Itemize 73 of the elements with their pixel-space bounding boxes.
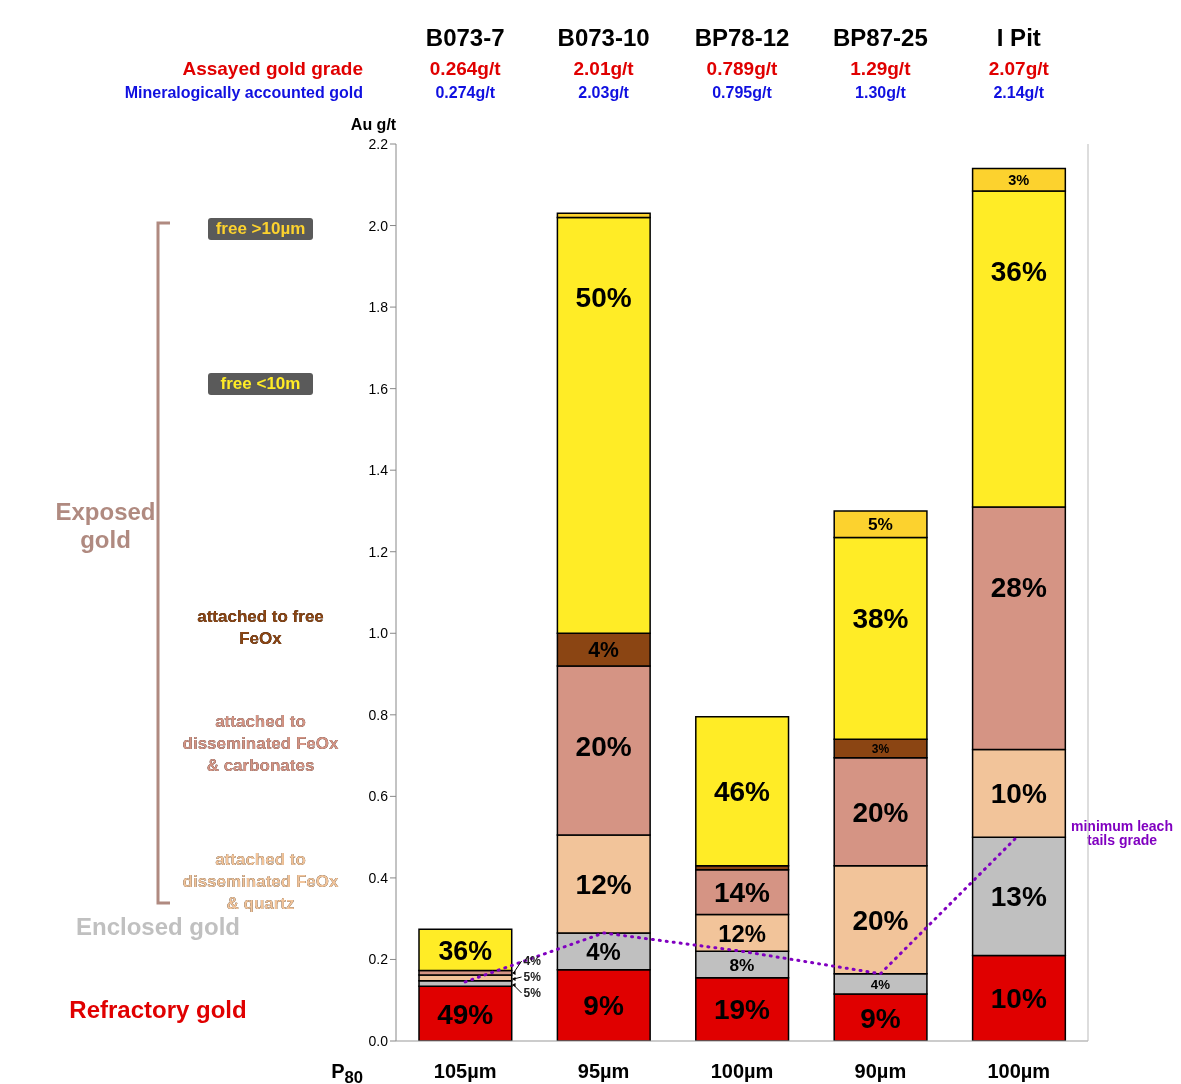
text: 1.29g/t	[849, 58, 912, 80]
y-tick-label: 0.4	[368, 869, 389, 886]
text: 2.07g/t	[987, 58, 1050, 80]
x-tick-label: BP78-12	[694, 24, 790, 51]
text: 2.03g/t	[577, 84, 630, 102]
text: 0.789g/t	[705, 58, 779, 80]
text: Mineralogically accounted gold	[124, 84, 363, 102]
annotation: 4%	[870, 976, 891, 992]
text: 105µm	[432, 1060, 498, 1083]
y-tick-label: 1.4	[368, 462, 389, 479]
x-tick-label: BP87-25	[833, 24, 928, 51]
bar	[695, 716, 790, 867]
x-tick-label: B073-7	[425, 24, 505, 51]
y-tick-label: 1.6	[368, 380, 389, 397]
text: minimum leach tails grade	[1071, 818, 1173, 849]
annotation: 38%	[852, 602, 909, 634]
text: 2.14g/t	[992, 84, 1046, 102]
annotation: 20%	[852, 796, 909, 828]
annotation: 13%	[990, 881, 1047, 913]
annotation: 36%	[438, 935, 493, 966]
y-tick-label: 1.2	[368, 543, 389, 560]
y-axis-title: Au g/t	[350, 116, 397, 133]
text: Exposed gold	[54, 498, 157, 554]
text: Refractory gold	[68, 995, 248, 1025]
annotation: 5%	[867, 514, 893, 535]
text: 0.264g/t	[428, 58, 502, 80]
annotation: 5%	[523, 970, 542, 984]
annotation: 10%	[990, 778, 1047, 810]
annotation: 4%	[586, 937, 621, 965]
annotation: 50%	[575, 282, 632, 314]
text: P$_{80}$	[331, 1060, 363, 1084]
annotation: 4%	[523, 954, 542, 968]
text: attached to free FeOx	[196, 606, 325, 651]
text: attached to disseminated FeOx & carbonates	[181, 711, 340, 778]
y-tick-label: 0.8	[368, 706, 389, 723]
text: 95µm	[576, 1060, 631, 1083]
annotation: 20%	[852, 904, 909, 936]
text: 100µm	[709, 1060, 775, 1083]
annotation: 12%	[718, 919, 766, 947]
text: free >10µm	[208, 218, 313, 241]
text: 1.30g/t	[854, 84, 907, 102]
annotation: 9%	[583, 990, 624, 1022]
text: 2.01g/t	[572, 58, 635, 80]
text: free <10m	[208, 373, 313, 396]
text: 100µm	[986, 1060, 1052, 1083]
annotation: 9%	[860, 1002, 901, 1034]
annotation: 3%	[871, 741, 890, 756]
annotation: 46%	[713, 776, 771, 808]
annotation: 49%	[437, 998, 494, 1030]
annotation: 4%	[588, 638, 620, 662]
text: Assayed gold grade	[182, 58, 363, 80]
annotation: 20%	[575, 730, 632, 762]
annotation: 36%	[990, 255, 1047, 287]
y-tick-label: 0.0	[368, 1032, 389, 1049]
y-tick-label: 2.2	[368, 135, 389, 152]
y-tick-label: 0.6	[368, 788, 389, 805]
y-tick-label: 1.0	[368, 625, 389, 642]
annotation: 28%	[990, 571, 1047, 603]
text: 0.274g/t	[434, 84, 496, 102]
annotation: 5%	[523, 986, 542, 1000]
text: 0.795g/t	[711, 84, 773, 102]
annotation: 14%	[713, 877, 771, 909]
y-tick-label: 1.8	[368, 299, 389, 316]
annotation: 19%	[713, 994, 771, 1026]
annotation: 3%	[1008, 171, 1030, 188]
x-tick-label: B073-10	[557, 24, 650, 51]
annotation: 8%	[729, 954, 755, 975]
y-tick-label: 0.2	[368, 951, 389, 968]
annotation: 10%	[990, 983, 1047, 1015]
y-tick-label: 2.0	[368, 217, 389, 234]
text: 90µm	[853, 1060, 908, 1083]
x-tick-label: I Pit	[996, 24, 1041, 51]
annotation: 12%	[575, 869, 632, 901]
